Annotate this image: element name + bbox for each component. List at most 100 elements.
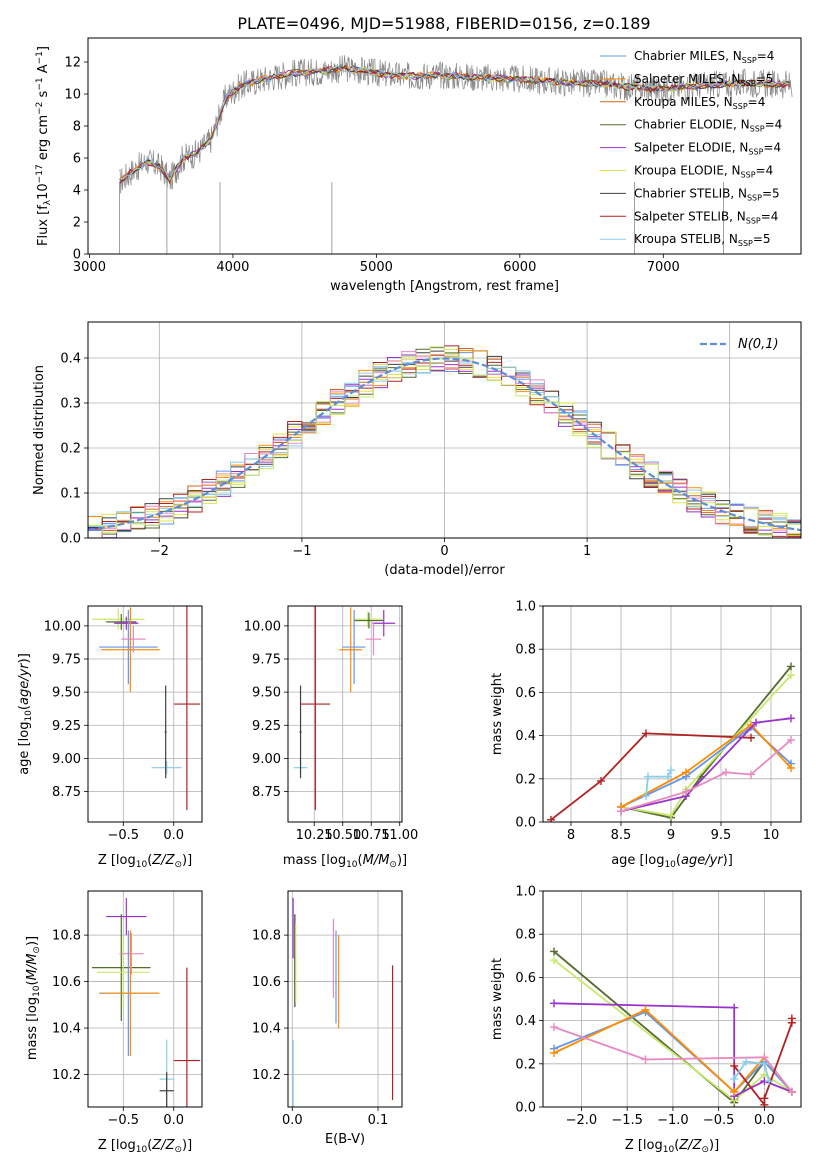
mass-weight-point-marker — [549, 947, 558, 956]
histogram-step-line — [88, 350, 801, 533]
mass-vs-metallicity-frame — [87, 890, 203, 1108]
mass-weight-point-marker — [667, 766, 675, 775]
mass-weight-point-marker — [682, 768, 690, 777]
x-tick-label: 5000 — [360, 260, 393, 275]
y-tick-label: 10.00 — [244, 619, 281, 634]
spectrum-y-axis-label: Flux [fλ10−17 erg cm−2 s−1 A−1] — [35, 46, 53, 246]
mass-vs-metallicity-axes — [88, 891, 202, 1107]
x-tick-label: 11.00 — [381, 828, 418, 843]
y-tick-label: 8.75 — [252, 785, 281, 800]
y-tick-label: 8.75 — [52, 785, 81, 800]
y-tick-label: 0.4 — [60, 352, 81, 367]
y-tick-label: 0.1 — [60, 487, 81, 502]
x-tick-label: 8.5 — [611, 828, 632, 843]
y-tick-label: 9.00 — [52, 752, 81, 767]
mass-weight-vs-age-y-axis-label: mass weight — [490, 673, 505, 755]
mass-weight-vs-age-plot-area — [547, 662, 795, 822]
x-tick-label: 10.50 — [324, 828, 361, 843]
legend-label: Kroupa MILES, NSSP=4 — [634, 95, 765, 111]
spectrum-frame — [87, 37, 802, 255]
x-tick-label: −2 — [150, 544, 169, 559]
mass-weight-point-marker — [787, 671, 795, 680]
mass-weight-series-line — [733, 1060, 770, 1082]
mass-vs-metallicity-y-axis-label: mass [log10(M/M⊙)] — [25, 936, 42, 1060]
mass-weight-point-marker — [787, 735, 795, 744]
x-tick-label: −0.5 — [108, 828, 140, 843]
legend-label: Chabrier MILES, NSSP=4 — [634, 49, 774, 65]
residuals-y-axis-label: Normed distribution — [32, 365, 47, 495]
mass-weight-point-marker — [641, 1005, 650, 1014]
mass-weight-point-marker — [787, 1087, 796, 1096]
mass-weight-point-marker — [730, 1061, 739, 1070]
legend-label: Kroupa STELIB, NSSP=5 — [634, 232, 771, 248]
y-tick-label: 9.25 — [52, 719, 81, 734]
x-tick-label: 10 — [763, 828, 780, 843]
mass-weight-point-marker — [787, 1014, 796, 1023]
x-tick-label: −0.5 — [703, 1113, 735, 1128]
x-tick-label: 4000 — [216, 260, 249, 275]
mass-weight-point-marker — [787, 714, 795, 723]
mass-weight-point-marker — [617, 807, 625, 816]
x-tick-label: 0.1 — [368, 1113, 389, 1128]
y-tick-label: 10.4 — [52, 1022, 81, 1037]
legend-label: Salpeter MILES, NSSP=5 — [634, 72, 773, 88]
mass-weight-series-line — [550, 732, 752, 821]
mass-weight-point-marker — [667, 811, 675, 820]
y-tick-label: 2 — [73, 216, 81, 231]
y-tick-label: 12 — [64, 56, 81, 71]
mass-weight-point-marker — [764, 1077, 773, 1086]
y-tick-label: 0.2 — [60, 442, 81, 457]
x-tick-label: 3000 — [73, 260, 106, 275]
y-tick-label: 0.3 — [60, 397, 81, 412]
mass-vs-extinction-x-axis-label: E(B-V) — [325, 1132, 365, 1147]
x-tick-label: 9.5 — [711, 828, 732, 843]
y-tick-label: 10.2 — [252, 1068, 281, 1083]
age-vs-metallicity-y-axis-label: age [log10(age/yr)] — [17, 653, 34, 775]
y-tick-label: 0.2 — [515, 772, 536, 787]
y-tick-label: 9.50 — [252, 686, 281, 701]
mass-weight-series-line — [620, 717, 792, 813]
x-tick-label: −1.5 — [611, 1113, 643, 1128]
mass-vs-metallicity-x-axis-label: Z [log10(Z/Z⊙)] — [98, 1138, 192, 1155]
age-vs-mass-frame — [287, 605, 403, 823]
y-tick-label: 10.2 — [52, 1068, 81, 1083]
y-tick-label: 9.25 — [252, 719, 281, 734]
y-tick-label: 10.6 — [52, 975, 81, 990]
mass-weight-vs-metallicity-x-axis-label: Z [log10(Z/Z⊙)] — [625, 1138, 719, 1155]
mass-weight-point-marker — [730, 1087, 739, 1096]
mass-vs-extinction-frame — [287, 890, 403, 1108]
y-tick-label: 10.8 — [52, 929, 81, 944]
y-tick-label: 0.0 — [515, 816, 536, 831]
y-tick-label: 8 — [73, 120, 81, 135]
y-tick-label: 0.6 — [515, 686, 536, 701]
y-tick-label: 9.75 — [52, 653, 81, 668]
age-vs-metallicity-axes — [88, 606, 202, 822]
x-tick-label: 10.75 — [353, 828, 390, 843]
mass-weight-point-marker — [730, 1003, 739, 1012]
mass-weight-point-marker — [549, 1049, 558, 1057]
mass-weight-series-line — [620, 674, 792, 817]
y-tick-label: 4 — [73, 184, 81, 199]
y-tick-label: 10 — [64, 88, 81, 103]
x-tick-label: 8 — [567, 828, 575, 843]
mass-weight-point-marker — [747, 733, 755, 742]
x-tick-label: −1.0 — [657, 1113, 689, 1128]
figure-title: PLATE=0496, MJD=51988, FIBERID=0156, z=0… — [237, 14, 650, 33]
legend-label: Chabrier STELIB, NSSP=5 — [634, 186, 780, 202]
y-tick-label: 9.00 — [252, 752, 281, 767]
mass-weight-point-marker — [752, 718, 760, 727]
x-tick-label: 0.0 — [754, 1113, 775, 1128]
y-tick-label: 10.8 — [252, 929, 281, 944]
normal-reference-curve — [88, 357, 801, 532]
age-vs-mass-x-axis-label: mass [log10(M/M⊙)] — [283, 853, 407, 870]
y-tick-label: 10.4 — [252, 1022, 281, 1037]
model-spectrum-line — [119, 64, 791, 180]
mass-weight-point-marker — [787, 764, 795, 772]
mass-weight-series-line — [553, 1026, 793, 1093]
x-tick-label: 0.0 — [163, 828, 184, 843]
legend-label: Salpeter STELIB, NSSP=4 — [634, 209, 778, 225]
spectrum-plot-area — [119, 55, 793, 254]
residuals-plot-area — [88, 345, 801, 538]
y-tick-label: 0 — [73, 248, 81, 263]
y-tick-label: 1.0 — [515, 600, 536, 615]
